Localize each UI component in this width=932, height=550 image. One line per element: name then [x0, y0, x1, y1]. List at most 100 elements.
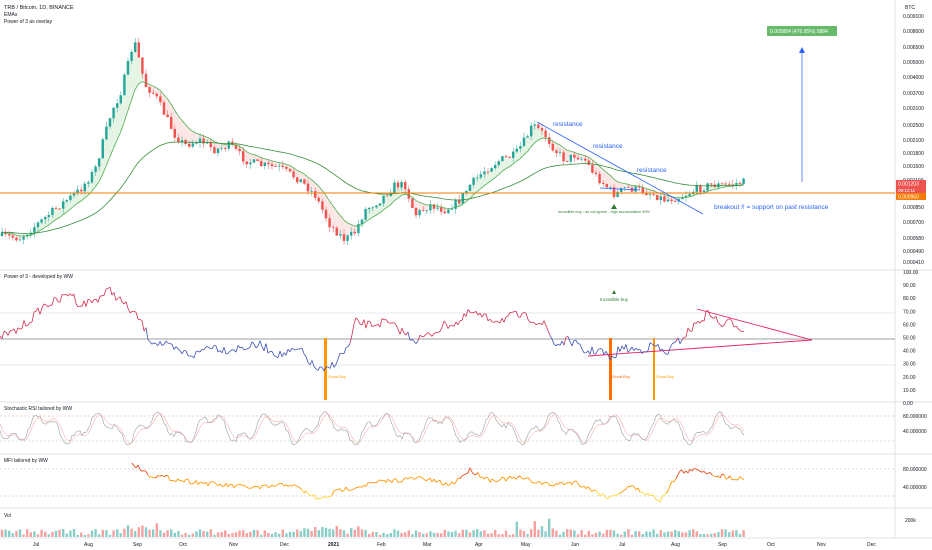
mfi-segment [439, 480, 443, 485]
p3-segment [643, 351, 647, 353]
p3-segment [225, 353, 229, 355]
p3-segment [313, 366, 317, 370]
volume-bar [544, 531, 547, 537]
mfi-segment [493, 480, 497, 483]
mfi-segment [421, 477, 425, 480]
p3-segment [505, 315, 509, 318]
volume-bar [346, 533, 349, 537]
volume-bar [195, 531, 198, 537]
candle-body [0, 232, 4, 236]
p3-segment [695, 320, 699, 324]
candle-body [4, 232, 7, 235]
mfi-segment [719, 474, 723, 479]
candle-body [648, 194, 652, 196]
p3-segment [221, 347, 225, 354]
volume-bar [623, 531, 626, 537]
mfi-segment [667, 485, 671, 492]
great-buy-label-1: Great Buy [328, 374, 346, 379]
mfi-segment [725, 477, 729, 480]
candle-body [670, 199, 673, 202]
candle-body [8, 234, 11, 236]
ema-fill [187, 128, 191, 147]
volume-bar [425, 533, 428, 537]
mfi-segment [467, 467, 471, 474]
candle-body [432, 204, 436, 209]
p3-segment [117, 296, 121, 299]
ema-fill [500, 156, 505, 172]
candle-body [166, 114, 169, 118]
candle-body [285, 166, 288, 169]
p3-segment [333, 364, 337, 368]
time-label: Oct [767, 542, 775, 548]
mfi-segment [197, 481, 201, 485]
p3-segment [717, 322, 721, 325]
candle-body [119, 95, 122, 104]
p3-segment [589, 346, 593, 355]
time-axis[interactable]: Jul Aug Sep Oct Nov Dec 2021 Feb Mar Apr May Jun Jul… [33, 542, 876, 548]
ema-fill [594, 162, 598, 175]
candle-body [458, 199, 461, 204]
p3-segment [163, 340, 167, 345]
candle-body [558, 152, 562, 154]
resistance-trendline [536, 121, 704, 215]
ema-fill [608, 175, 613, 188]
p3-segment [401, 328, 405, 333]
mfi-segment [161, 474, 165, 478]
volume-bar [674, 530, 677, 537]
candle-body [180, 139, 184, 143]
p3-segment [507, 312, 511, 317]
volume-bar [159, 530, 162, 537]
mfi-segment [237, 483, 241, 486]
p3-tick: 30.00 [903, 362, 916, 368]
candle-body [332, 227, 335, 229]
volume-bar [537, 529, 540, 537]
price-tick: 0.001500 [903, 164, 924, 170]
stoch-title: Stochastic RSI tailored by WW [4, 406, 72, 412]
candle-body [728, 183, 731, 185]
candle-body [170, 117, 173, 129]
mfi-segment [275, 483, 279, 486]
candle-body [281, 165, 284, 167]
power3-axis: 100.00 90.00 80.00 70.00 60.00 50.00 40.00 30.0… [903, 270, 919, 407]
volume-bar [422, 533, 425, 537]
p3-segment [347, 343, 351, 347]
volume-bar [612, 530, 616, 537]
p3-segment [261, 346, 265, 352]
candle-body [292, 171, 295, 178]
p3-segment [673, 341, 677, 343]
p3-segment [711, 317, 715, 319]
p3-segment [551, 338, 555, 344]
mfi-segment [407, 476, 411, 480]
candle-body [562, 152, 565, 162]
mfi-segment [699, 470, 703, 473]
p3-segment [475, 311, 479, 316]
p3-segment [543, 320, 547, 326]
candle-body [368, 207, 371, 210]
candle-body [220, 147, 223, 149]
mfi-segment [653, 495, 657, 501]
volume-bar [116, 529, 119, 537]
candle-body [695, 185, 698, 192]
ema-fill [536, 128, 541, 140]
ema-fill [65, 200, 69, 212]
ema-fill [464, 190, 469, 202]
p3-segment [143, 327, 147, 332]
p3-segment [65, 294, 69, 297]
p3-segment [105, 287, 109, 290]
stoch-tick-80: 80.000000 [903, 414, 927, 420]
ema-fill [263, 158, 267, 163]
mfi-segment [613, 495, 617, 497]
candle-body [360, 219, 364, 225]
p3-segment [635, 347, 639, 351]
candle-body [544, 130, 547, 138]
volume-bar [378, 534, 382, 537]
volume-bar [296, 529, 299, 537]
p3-segment [353, 317, 357, 324]
p3-segment [737, 328, 741, 331]
p3-segment [89, 300, 93, 304]
volume-bar [461, 529, 464, 537]
p3-segment [95, 298, 99, 303]
ema-fill [194, 133, 199, 144]
p3-segment [501, 318, 505, 323]
